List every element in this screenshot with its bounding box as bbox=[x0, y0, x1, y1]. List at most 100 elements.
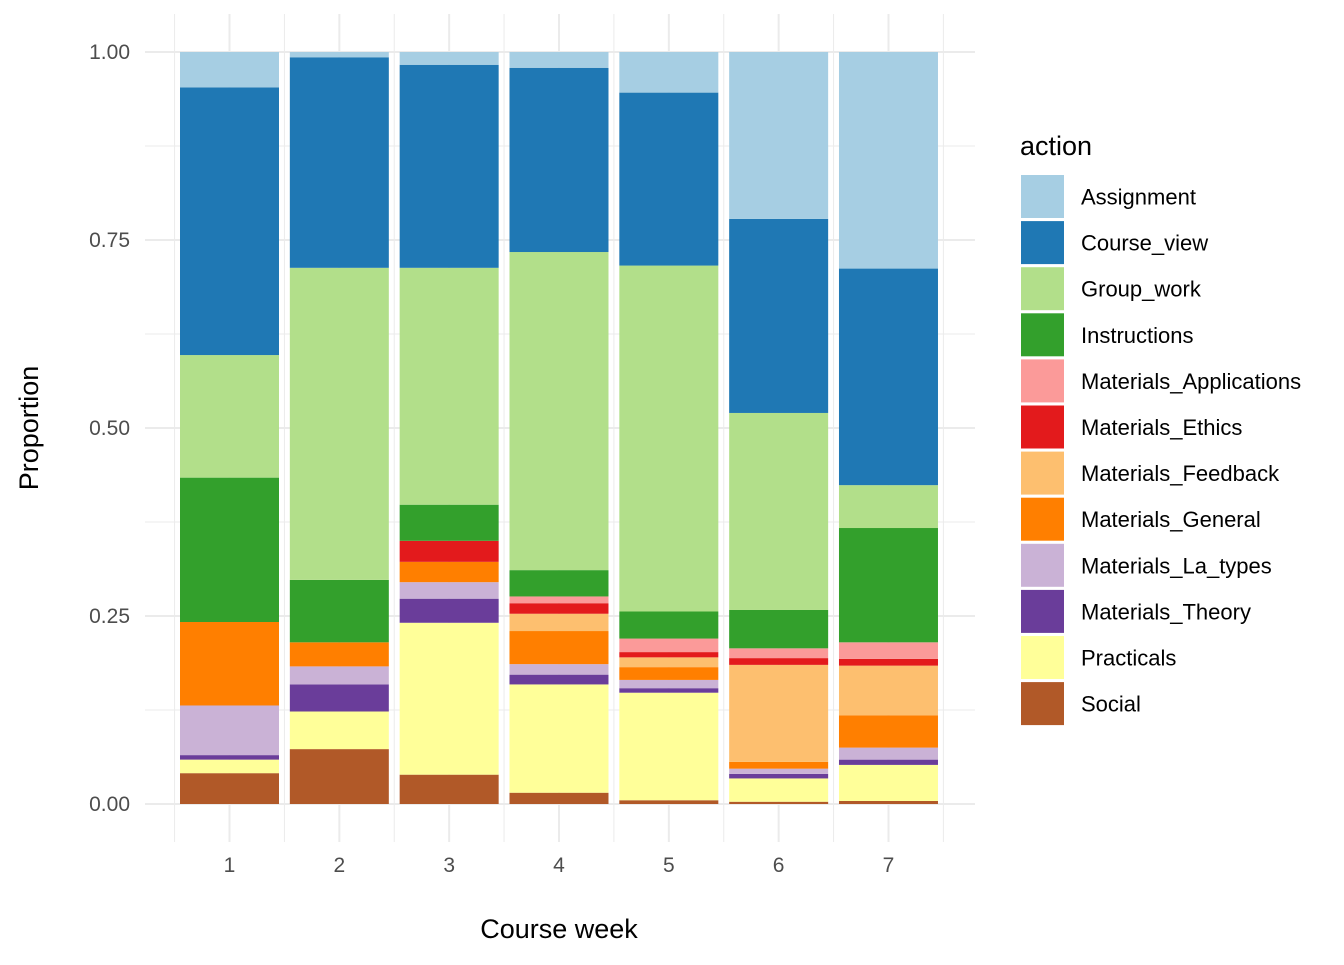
bar-segment-materials_la_types-week-6 bbox=[729, 768, 829, 774]
bar-segment-assignment-week-4 bbox=[509, 52, 609, 68]
x-axis-title: Course week bbox=[480, 914, 638, 944]
bar-segment-materials_la_types-week-7 bbox=[838, 747, 938, 760]
x-tick-label: 1 bbox=[224, 854, 236, 877]
bars-layer bbox=[180, 52, 938, 804]
legend-key-group_work bbox=[1021, 267, 1064, 311]
y-tick-label: 0.25 bbox=[89, 605, 130, 628]
bar-segment-materials_general-week-1 bbox=[180, 622, 279, 706]
x-tick-label: 3 bbox=[443, 854, 455, 877]
bar-segment-group_work-week-3 bbox=[399, 267, 499, 505]
bar-segment-group_work-week-4 bbox=[509, 252, 609, 571]
legend-label-materials_feedback: Materials_Feedback bbox=[1081, 461, 1280, 486]
legend-label-practicals: Practicals bbox=[1081, 646, 1176, 671]
legend-key-course_view bbox=[1021, 221, 1064, 265]
bar-segment-materials_la_types-week-4 bbox=[509, 664, 609, 675]
bar-segment-group_work-week-6 bbox=[729, 412, 829, 610]
bar-segment-instructions-week-3 bbox=[399, 504, 499, 541]
bar-segment-materials_applications-week-4 bbox=[509, 596, 609, 604]
x-tick-label: 7 bbox=[883, 854, 895, 877]
y-tick-label: 0.75 bbox=[89, 229, 130, 252]
legend-key-materials_theory bbox=[1021, 589, 1064, 633]
bar-segment-materials_general-week-3 bbox=[399, 561, 499, 583]
bar-segment-materials_la_types-week-3 bbox=[399, 582, 499, 599]
bar-segment-social-week-7 bbox=[838, 800, 938, 804]
bar-segment-materials_applications-week-6 bbox=[729, 648, 829, 659]
legend-label-course_view: Course_view bbox=[1081, 231, 1208, 256]
bar-segment-group_work-week-5 bbox=[619, 265, 719, 612]
legend-label-instructions: Instructions bbox=[1081, 323, 1194, 348]
bar-segment-materials_general-week-4 bbox=[509, 631, 609, 665]
bar-segment-practicals-week-3 bbox=[399, 622, 499, 775]
bar-segment-course_view-week-2 bbox=[289, 57, 389, 268]
bar-segment-materials_feedback-week-6 bbox=[729, 664, 829, 762]
x-tick-label: 4 bbox=[553, 854, 565, 877]
bar-segment-assignment-week-2 bbox=[289, 52, 389, 58]
bar-segment-instructions-week-6 bbox=[729, 609, 829, 649]
bar-segment-materials_ethics-week-4 bbox=[509, 603, 609, 614]
bar-segment-course_view-week-1 bbox=[180, 87, 279, 356]
bar-segment-materials_theory-week-4 bbox=[509, 674, 609, 685]
x-tick-label: 6 bbox=[773, 854, 785, 877]
bar-segment-materials_theory-week-3 bbox=[399, 598, 499, 623]
bar-segment-materials_feedback-week-5 bbox=[619, 657, 719, 668]
bar-segment-social-week-4 bbox=[509, 792, 609, 804]
bar-segment-materials_la_types-week-5 bbox=[619, 679, 719, 689]
bar-segment-course_view-week-7 bbox=[838, 268, 938, 486]
bar-segment-group_work-week-2 bbox=[289, 267, 389, 580]
bar-segment-materials_general-week-6 bbox=[729, 761, 829, 769]
bar-segment-materials_theory-week-5 bbox=[619, 688, 719, 693]
bar-segment-materials_theory-week-2 bbox=[289, 684, 389, 712]
bar-segment-assignment-week-7 bbox=[838, 52, 938, 269]
legend-key-materials_applications bbox=[1021, 359, 1064, 403]
x-tick-label: 2 bbox=[333, 854, 345, 877]
legend-key-social bbox=[1021, 682, 1064, 726]
bar-segment-materials_theory-week-7 bbox=[838, 759, 938, 765]
legend-label-materials_ethics: Materials_Ethics bbox=[1081, 415, 1242, 440]
legend-key-materials_ethics bbox=[1021, 405, 1064, 449]
bar-segment-instructions-week-4 bbox=[509, 570, 609, 597]
legend-key-instructions bbox=[1021, 313, 1064, 357]
legend-key-materials_feedback bbox=[1021, 451, 1064, 495]
y-axis-title: Proportion bbox=[14, 366, 44, 491]
y-tick-label: 0.50 bbox=[89, 417, 130, 440]
bar-segment-assignment-week-5 bbox=[619, 52, 719, 93]
bar-segment-assignment-week-6 bbox=[729, 52, 829, 219]
bar-segment-course_view-week-3 bbox=[399, 64, 499, 268]
legend-title: action bbox=[1020, 131, 1092, 161]
bar-segment-instructions-week-2 bbox=[289, 579, 389, 643]
bar-segment-group_work-week-7 bbox=[838, 485, 938, 529]
bar-segment-materials_feedback-week-4 bbox=[509, 613, 609, 632]
bar-segment-practicals-week-4 bbox=[509, 684, 609, 793]
bar-segment-practicals-week-2 bbox=[289, 711, 389, 750]
legend-label-materials_theory: Materials_Theory bbox=[1081, 599, 1251, 624]
bar-segment-materials_applications-week-7 bbox=[838, 642, 938, 659]
y-tick-label: 0.00 bbox=[89, 793, 130, 816]
y-tick-label: 1.00 bbox=[89, 41, 130, 64]
bar-segment-practicals-week-7 bbox=[838, 764, 938, 801]
legend-label-materials_applications: Materials_Applications bbox=[1081, 369, 1301, 394]
legend: action Assignment Course_view Group_work In… bbox=[1020, 131, 1301, 726]
legend-key-practicals bbox=[1021, 636, 1064, 679]
legend-label-social: Social bbox=[1081, 692, 1141, 717]
bar-segment-social-week-6 bbox=[729, 801, 829, 804]
bar-segment-social-week-2 bbox=[289, 749, 389, 804]
bar-segment-social-week-3 bbox=[399, 774, 499, 804]
bar-segment-materials_ethics-week-7 bbox=[838, 658, 938, 666]
bar-segment-materials_general-week-2 bbox=[289, 642, 389, 667]
bar-segment-materials_ethics-week-3 bbox=[399, 540, 499, 562]
legend-key-materials_general bbox=[1021, 497, 1064, 541]
bar-segment-materials_theory-week-1 bbox=[180, 755, 279, 760]
bar-segment-assignment-week-3 bbox=[399, 52, 499, 65]
bar-segment-instructions-week-1 bbox=[180, 477, 279, 623]
bar-segment-instructions-week-5 bbox=[619, 611, 719, 639]
bar-segment-course_view-week-4 bbox=[509, 67, 609, 253]
bar-segment-materials_theory-week-6 bbox=[729, 773, 829, 779]
bar-segment-materials_applications-week-5 bbox=[619, 638, 719, 653]
bar-segment-materials_ethics-week-6 bbox=[729, 658, 829, 665]
legend-label-group_work: Group_work bbox=[1081, 277, 1202, 302]
legend-label-materials_la_types: Materials_La_types bbox=[1081, 553, 1272, 578]
bar-segment-social-week-5 bbox=[619, 800, 719, 804]
bar-segment-materials_la_types-week-1 bbox=[180, 705, 279, 756]
